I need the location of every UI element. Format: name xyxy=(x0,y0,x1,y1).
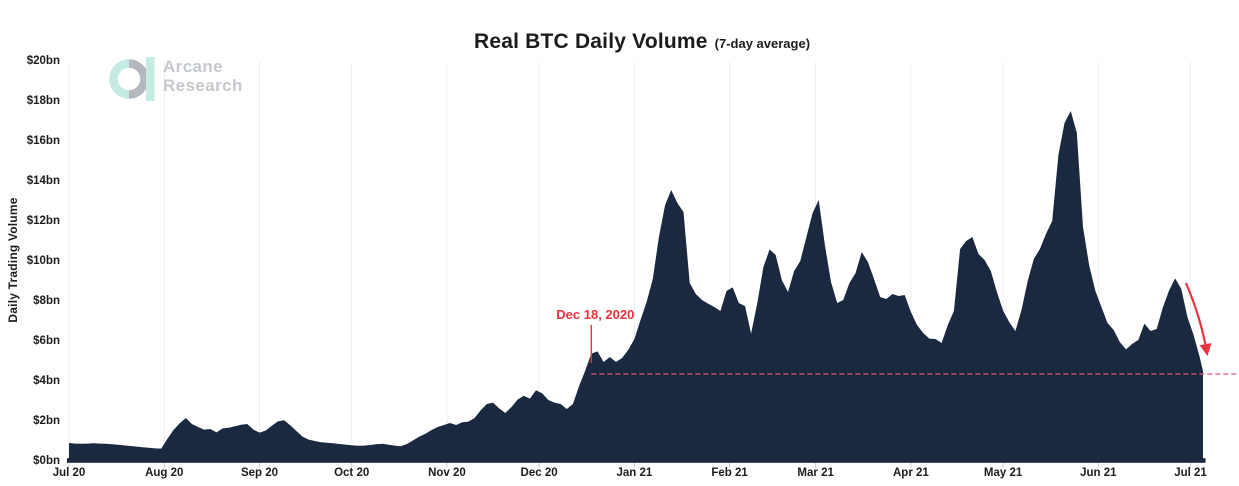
x-tick-label: Feb 21 xyxy=(711,467,748,479)
y-tick-label: $4bn xyxy=(33,375,60,387)
logo-text: Arcane Research xyxy=(163,54,243,95)
logo-text-line1: Arcane xyxy=(163,57,224,76)
y-tick-label: $10bn xyxy=(26,255,60,267)
y-tick-label: $18bn xyxy=(26,95,60,107)
logo-text-line2: Research xyxy=(163,76,243,95)
x-tick-label: Mar 21 xyxy=(797,467,834,479)
x-tick-label: Oct 20 xyxy=(334,467,370,479)
y-tick-label: $8bn xyxy=(33,295,60,307)
y-tick-label: $20bn xyxy=(26,55,60,67)
y-tick-label: $6bn xyxy=(33,335,60,347)
page-subtitle: (7-day average) xyxy=(714,36,811,51)
x-tick-label: May 21 xyxy=(983,467,1023,479)
annotation-label: Dec 18, 2020 xyxy=(556,307,635,322)
x-tick-label: Jun 21 xyxy=(1080,467,1117,479)
x-tick-label: Nov 20 xyxy=(428,467,466,479)
x-tick-label: Jul 21 xyxy=(1174,467,1207,479)
x-tick-label: Jan 21 xyxy=(616,467,653,479)
x-tick-label: Apr 21 xyxy=(892,467,929,479)
x-axis-line xyxy=(67,458,1206,463)
brand-logo: Arcane Research xyxy=(108,54,243,107)
arcane-logo-mark-icon xyxy=(108,54,155,107)
x-tick-label: Jul 20 xyxy=(52,467,86,479)
decline-arrow-icon xyxy=(1184,282,1212,356)
area-series xyxy=(69,111,1203,461)
chart-title-row: Real BTC Daily Volume (7-day average) xyxy=(474,30,810,54)
y-tick-label: $2bn xyxy=(33,415,60,427)
y-tick-label: $0bn xyxy=(33,455,60,467)
x-tick-label: Dec 20 xyxy=(520,467,558,479)
y-tick-label: $14bn xyxy=(26,175,60,187)
x-tick-label: Sep 20 xyxy=(240,467,279,479)
y-tick-label: $12bn xyxy=(26,215,60,227)
page-title: Real BTC Daily Volume xyxy=(473,30,708,53)
x-tick-label: Aug 20 xyxy=(145,467,184,479)
y-tick-label: $16bn xyxy=(26,135,60,147)
